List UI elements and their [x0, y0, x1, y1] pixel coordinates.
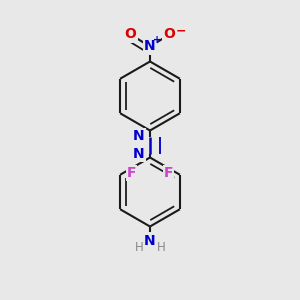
Text: O: O: [124, 28, 136, 41]
Text: N: N: [133, 147, 144, 160]
Text: N: N: [144, 40, 156, 53]
Text: O: O: [164, 28, 175, 41]
Text: F: F: [127, 166, 136, 180]
Text: H: H: [157, 241, 166, 254]
Text: N: N: [133, 130, 144, 143]
Text: N: N: [144, 234, 156, 248]
Text: F: F: [164, 166, 173, 180]
Text: H: H: [134, 241, 143, 254]
Text: +: +: [152, 35, 161, 45]
Text: −: −: [176, 24, 186, 38]
